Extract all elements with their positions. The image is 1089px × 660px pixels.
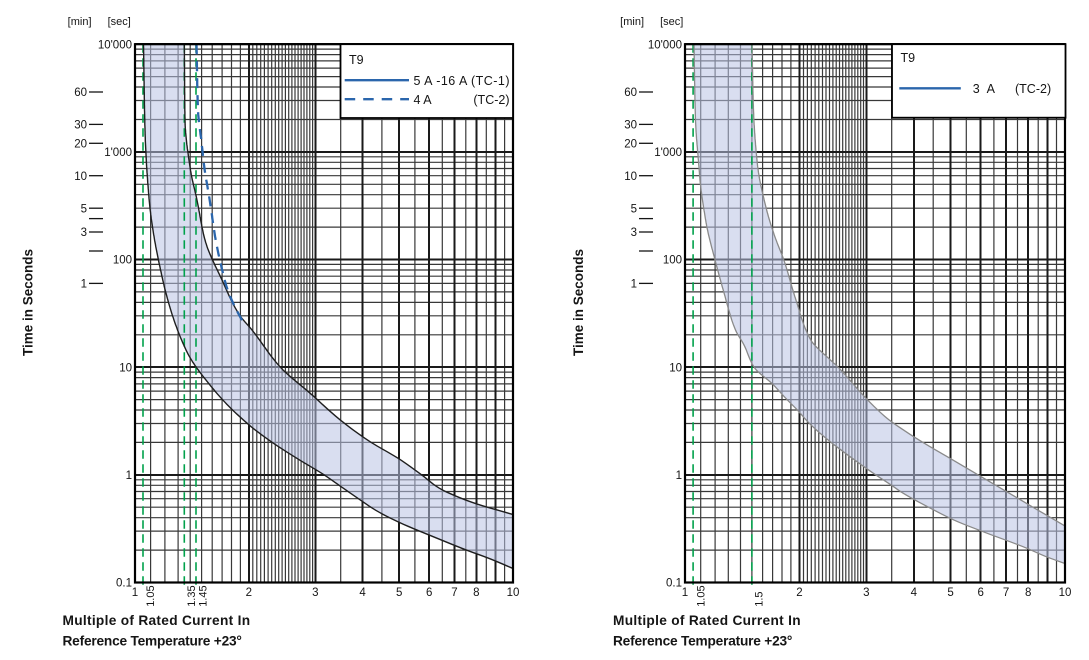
- svg-text:1.05: 1.05: [696, 585, 708, 606]
- svg-text:4: 4: [359, 587, 366, 599]
- svg-text:20: 20: [74, 138, 87, 150]
- svg-text:2: 2: [796, 587, 802, 599]
- svg-text:T9: T9: [901, 51, 916, 65]
- svg-text:4: 4: [911, 587, 918, 599]
- svg-text:8: 8: [1025, 587, 1031, 599]
- svg-text:1: 1: [132, 587, 138, 599]
- svg-text:2: 2: [246, 587, 252, 599]
- svg-text:0.1: 0.1: [116, 578, 132, 590]
- svg-text:3 A: 3 A: [973, 82, 996, 96]
- svg-text:7: 7: [451, 587, 457, 599]
- svg-text:7: 7: [1003, 587, 1009, 599]
- svg-text:1.05: 1.05: [145, 585, 157, 606]
- svg-text:Reference Temperature +23°: Reference Temperature +23°: [613, 633, 792, 648]
- svg-text:60: 60: [624, 87, 637, 99]
- svg-text:4 A: 4 A: [414, 93, 433, 107]
- svg-text:Reference Temperature +23°: Reference Temperature +23°: [63, 633, 242, 648]
- svg-text:100: 100: [113, 255, 132, 267]
- svg-text:3: 3: [863, 587, 869, 599]
- svg-text:5: 5: [81, 203, 87, 215]
- svg-text:5 A -16 A (TC-1): 5 A -16 A (TC-1): [414, 74, 510, 88]
- svg-text:10: 10: [507, 587, 520, 599]
- svg-text:[sec]: [sec]: [660, 16, 683, 28]
- svg-text:1: 1: [682, 587, 688, 599]
- svg-text:3: 3: [312, 587, 318, 599]
- svg-text:Time in Seconds: Time in Seconds: [571, 249, 586, 356]
- svg-text:8: 8: [473, 587, 479, 599]
- svg-text:T9: T9: [349, 53, 364, 67]
- svg-text:6: 6: [977, 587, 983, 599]
- svg-text:10'000: 10'000: [98, 39, 132, 51]
- svg-text:10'000: 10'000: [648, 39, 682, 51]
- svg-text:1: 1: [631, 279, 637, 291]
- svg-text:Multiple of Rated Current In: Multiple of Rated Current In: [613, 613, 801, 628]
- svg-text:1.45: 1.45: [198, 585, 210, 606]
- svg-text:1.5: 1.5: [753, 592, 765, 607]
- svg-text:3: 3: [81, 227, 87, 239]
- svg-text:Multiple of Rated Current In: Multiple of Rated Current In: [63, 613, 251, 628]
- svg-text:Time in Seconds: Time in Seconds: [21, 249, 36, 356]
- svg-text:30: 30: [74, 119, 87, 131]
- svg-text:3: 3: [631, 227, 637, 239]
- svg-text:[min]: [min]: [620, 16, 644, 28]
- svg-text:5: 5: [947, 587, 953, 599]
- svg-text:[min]: [min]: [68, 16, 92, 28]
- svg-text:10: 10: [119, 362, 132, 374]
- svg-text:60: 60: [74, 87, 87, 99]
- svg-text:30: 30: [624, 119, 637, 131]
- svg-text:20: 20: [624, 138, 637, 150]
- svg-text:1'000: 1'000: [104, 147, 132, 159]
- svg-text:10: 10: [1059, 587, 1072, 599]
- svg-text:1: 1: [676, 470, 682, 482]
- svg-text:(TC-2): (TC-2): [1015, 82, 1051, 96]
- svg-text:1: 1: [126, 470, 132, 482]
- svg-text:10: 10: [74, 171, 87, 183]
- svg-text:5: 5: [631, 203, 637, 215]
- svg-text:10: 10: [669, 362, 682, 374]
- svg-text:(TC-2): (TC-2): [473, 93, 509, 107]
- svg-text:100: 100: [663, 255, 682, 267]
- svg-text:5: 5: [396, 587, 402, 599]
- svg-text:6: 6: [426, 587, 432, 599]
- svg-text:10: 10: [624, 171, 637, 183]
- svg-text:1'000: 1'000: [654, 147, 682, 159]
- svg-text:1: 1: [81, 279, 87, 291]
- svg-text:[sec]: [sec]: [108, 16, 131, 28]
- svg-text:1.35: 1.35: [186, 585, 198, 606]
- svg-text:0.1: 0.1: [666, 578, 682, 590]
